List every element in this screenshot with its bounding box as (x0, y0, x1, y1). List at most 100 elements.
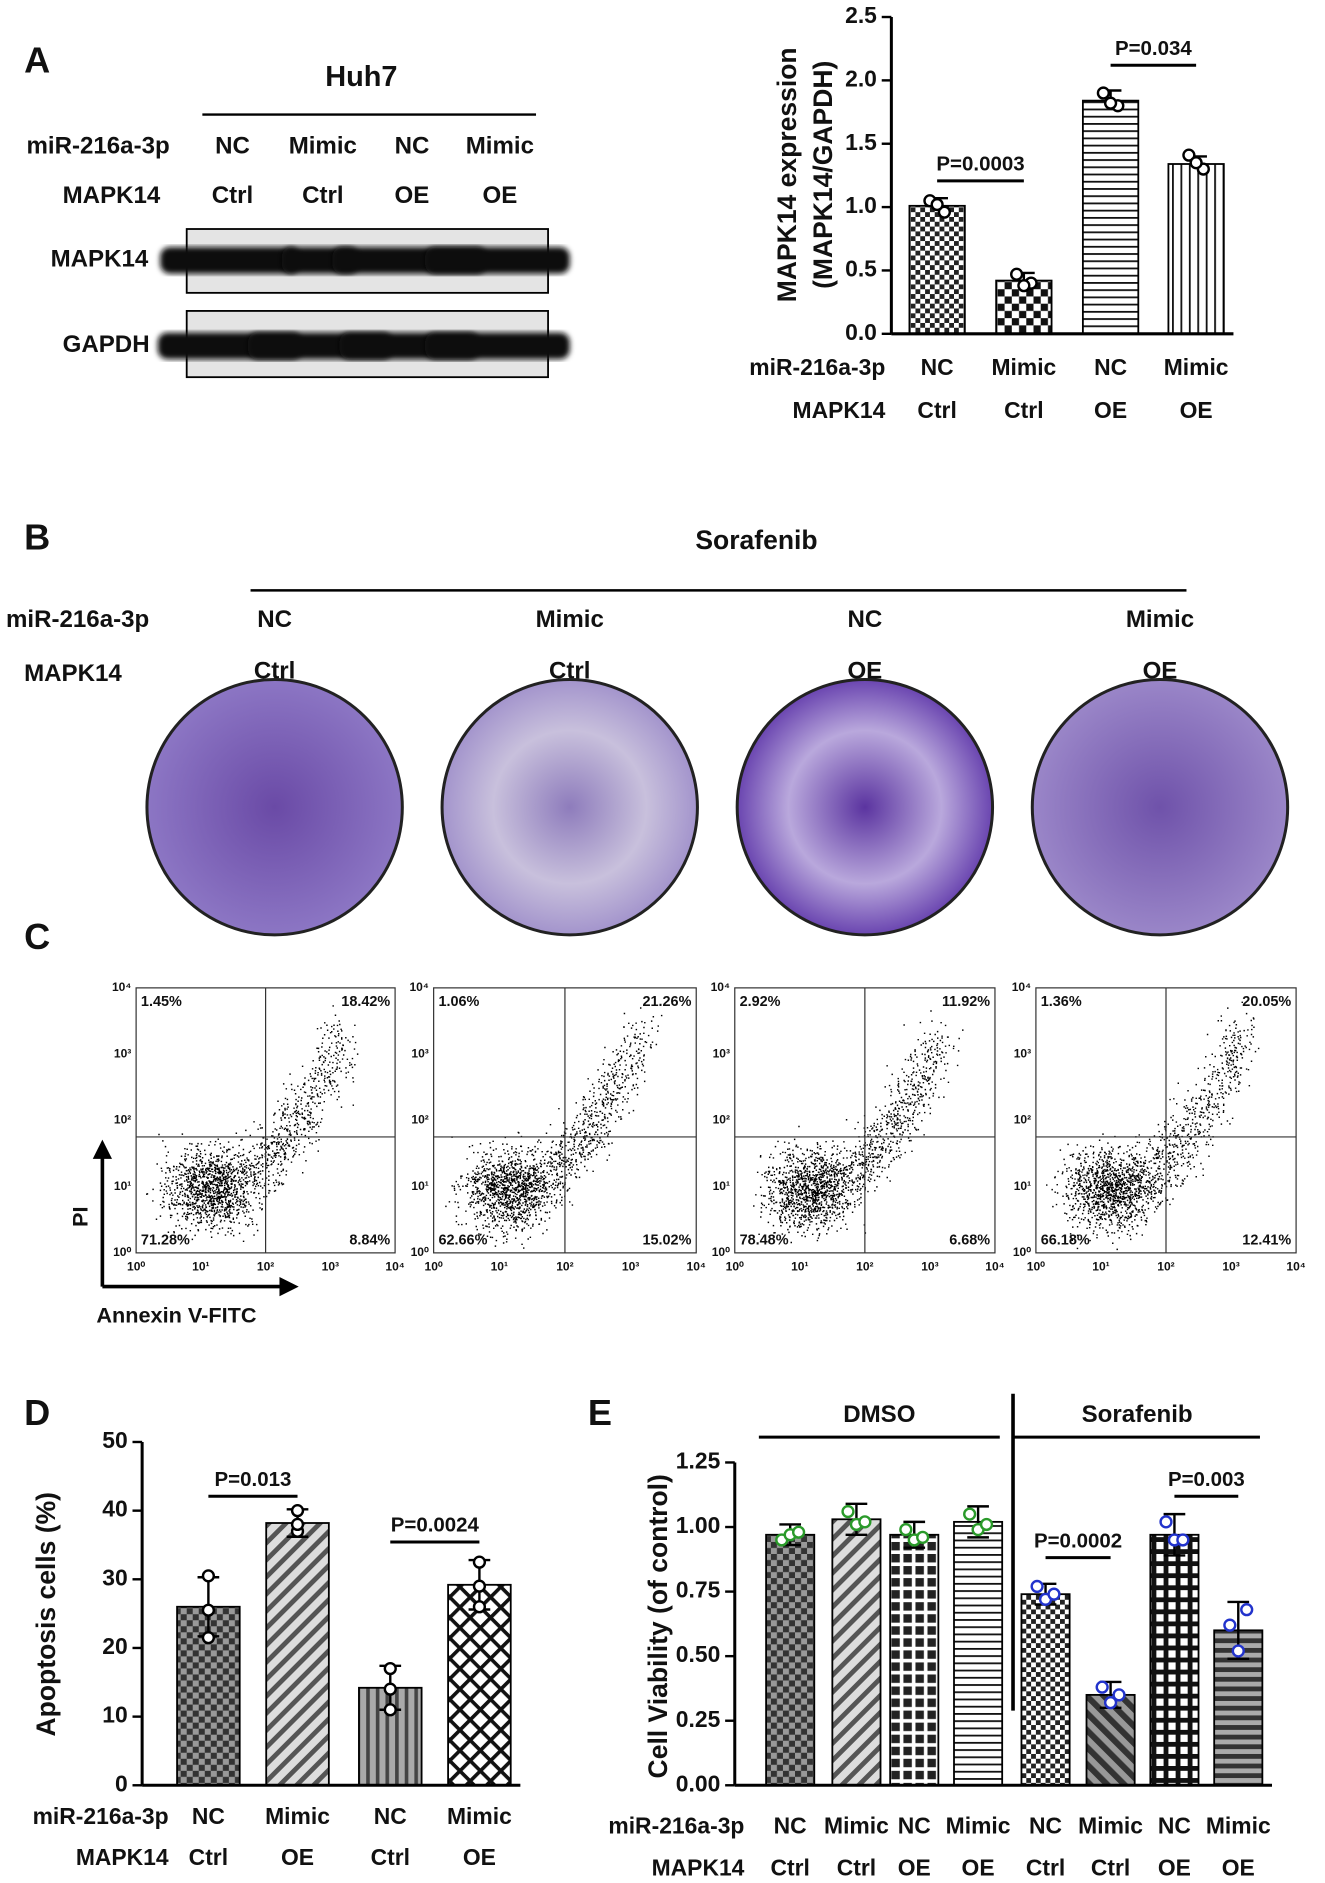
x-tick-label: Ctrl (837, 1855, 876, 1881)
quadrant-percent: 2.92% (740, 994, 781, 1010)
x-tick-label: 10³ (622, 1260, 639, 1274)
x-tick-label: 10⁰ (726, 1260, 744, 1274)
y-tick-label: 10⁰ (712, 1245, 730, 1259)
x-tick-label: OE (463, 1844, 496, 1870)
bar (832, 1519, 880, 1785)
group-label: Sorafenib (1082, 1401, 1193, 1428)
data-point (917, 1532, 928, 1543)
x-tick-label: 10⁴ (687, 1260, 706, 1274)
dish (442, 680, 697, 935)
x-tick-label: OE (1158, 1855, 1191, 1881)
y-tick-label: 30 (102, 1564, 127, 1590)
quadrant-percent: 12.41% (1242, 1233, 1291, 1249)
x-tick-label: 10³ (1222, 1260, 1239, 1274)
y-tick-label: 10⁰ (113, 1245, 131, 1259)
y-tick-label: 10⁴ (711, 980, 730, 994)
lane-label: NC (395, 132, 430, 159)
y-tick-label: 10⁴ (112, 980, 131, 994)
x-tick-label: OE (1180, 397, 1213, 423)
x-tick-label: Mimic (991, 354, 1056, 380)
data-point (474, 1601, 485, 1612)
x-tick-label: Mimic (1206, 1812, 1271, 1838)
data-point (1241, 1604, 1252, 1615)
data-point (292, 1505, 303, 1516)
p-value: P=0.0002 (1034, 1529, 1122, 1552)
data-point (385, 1704, 396, 1715)
column-label: Mimic (1126, 606, 1194, 633)
data-point (385, 1684, 396, 1695)
data-point (385, 1663, 396, 1674)
x-tick-label: 10³ (921, 1260, 938, 1274)
quadrant-percent: 11.92% (942, 994, 990, 1010)
panel-label: D (24, 1392, 50, 1433)
x-tick-label: Mimic (265, 1803, 330, 1829)
figure: ABCDEHuh7miR-216a-3pNCMimicNCMimicMAPK14… (0, 0, 1325, 1883)
band (425, 247, 570, 274)
scatter-dots (146, 1006, 358, 1241)
x-tick-label: OE (1094, 397, 1127, 423)
bar (1083, 101, 1138, 334)
y-tick-label: 1.25 (676, 1448, 721, 1474)
x-tick-label: NC (1094, 354, 1127, 380)
bar (1168, 164, 1223, 334)
x-tick-label: NC (1158, 1812, 1191, 1838)
x-tick-label: 10¹ (192, 1260, 209, 1274)
quadrant-percent: 21.26% (642, 994, 691, 1010)
x-tick-label: 10¹ (1092, 1260, 1109, 1274)
data-point (932, 199, 943, 210)
y-tick-label: 10³ (1014, 1046, 1031, 1060)
data-point (203, 1570, 214, 1581)
quadrant-percent: 20.05% (1242, 994, 1291, 1010)
data-point (474, 1557, 485, 1568)
bar (954, 1522, 1002, 1785)
lane-label: Mimic (466, 132, 534, 159)
x-tick-label: NC (921, 354, 954, 380)
dish (1032, 680, 1287, 935)
p-value: P=0.013 (215, 1468, 292, 1491)
bar (909, 206, 964, 334)
y-axis-label: Apoptosis cells (%) (31, 1492, 61, 1736)
data-point (793, 1527, 804, 1538)
x-tick-label: Mimic (824, 1812, 889, 1838)
lane-label: OE (482, 182, 517, 209)
y-tick-label: 40 (102, 1496, 127, 1522)
x-tick-label: 10⁰ (1027, 1260, 1045, 1274)
data-point (981, 1519, 992, 1530)
arrow-head (279, 1277, 298, 1296)
y-tick-label: 2.0 (845, 65, 877, 91)
row-name: miR-216a-3p (608, 1812, 744, 1838)
x-tick-label: 10⁰ (127, 1260, 145, 1274)
lane-label: NC (215, 132, 250, 159)
data-point (843, 1506, 854, 1517)
data-point (1105, 98, 1116, 109)
y-tick-label: 1.0 (845, 192, 877, 218)
x-tick-label: Mimic (1078, 1812, 1143, 1838)
quadrant-percent: 1.06% (438, 994, 479, 1010)
x-tick-label: OE (898, 1855, 931, 1881)
content: ABCDEHuh7miR-216a-3pNCMimicNCMimicMAPK14… (6, 2, 1306, 1881)
y-tick-label: 0 (115, 1770, 128, 1796)
row-name: miR-216a-3p (6, 606, 149, 633)
p-value: P=0.0024 (391, 1514, 480, 1537)
x-tick-label: Mimic (1164, 354, 1229, 380)
y-tick-label: 10³ (411, 1046, 428, 1060)
y-tick-label: 10¹ (713, 1179, 730, 1193)
x-tick-label: 10⁴ (385, 1260, 404, 1274)
data-point (1177, 1535, 1188, 1546)
quadrant-percent: 15.02% (642, 1233, 691, 1249)
row-name: miR-216a-3p (26, 132, 169, 159)
panel-label: A (24, 39, 50, 80)
y-tick-label: 20 (102, 1633, 127, 1659)
y-tick-label: 10⁰ (411, 1245, 429, 1259)
lane-label: OE (395, 182, 430, 209)
x-tick-label: NC (774, 1812, 807, 1838)
x-tick-label: 10² (1157, 1260, 1174, 1274)
data-point (1011, 269, 1022, 280)
x-tick-label: NC (192, 1803, 225, 1829)
data-point (203, 1605, 214, 1616)
column-label: NC (257, 606, 292, 633)
scatter-dots (445, 1008, 662, 1248)
band (425, 333, 570, 360)
dish (147, 680, 402, 935)
column-label: NC (847, 606, 882, 633)
